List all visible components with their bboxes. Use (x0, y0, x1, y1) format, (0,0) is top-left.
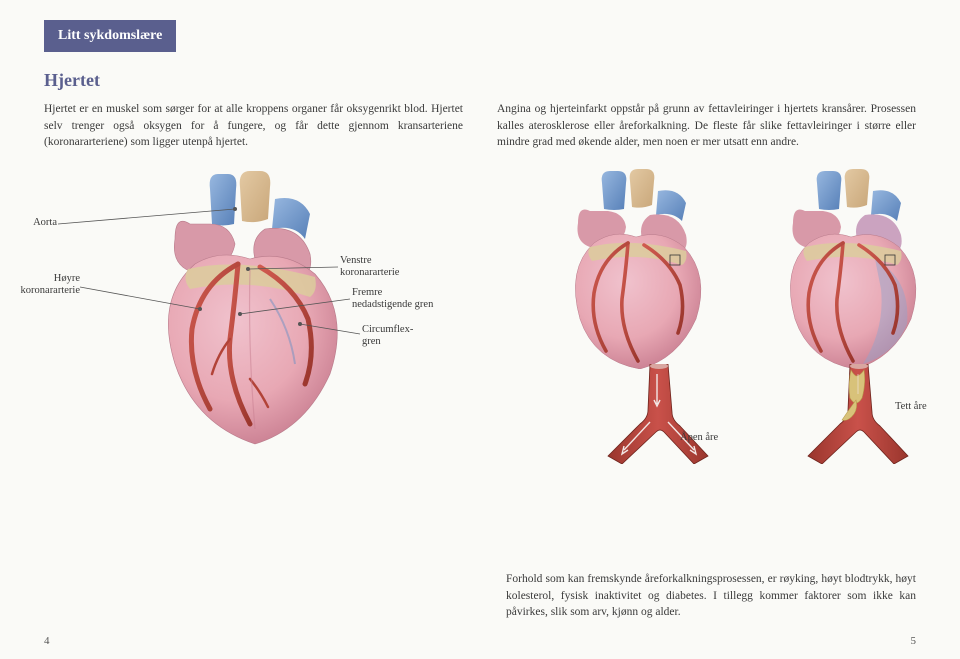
section-badge: Litt sykdomslære (44, 20, 176, 52)
label-fremre-gren: Fremre nedadstigende gren (352, 287, 433, 311)
heart-clogged-artery-diagram (745, 169, 935, 369)
label-hoyre-koronararterie: Høyre koronararterie (0, 273, 80, 297)
clogged-artery-inset (790, 364, 918, 464)
label-tett-are: Tett åre (895, 401, 927, 413)
page-title: Hjertet (44, 70, 960, 91)
label-aorta: Aorta (24, 217, 57, 229)
page-number-right: 5 (911, 635, 917, 647)
bottom-paragraph: Forhold som kan fremskynde åreforkalknin… (506, 571, 916, 621)
label-apen-are: Åpen åre (680, 432, 718, 444)
figure-area: Aorta Høyre koronararterie Venstre koron… (0, 169, 960, 489)
intro-columns: Hjertet er en muskel som sørger for at a… (0, 101, 960, 151)
intro-col-2: Angina og hjerteinfarkt oppstår på grunn… (497, 101, 916, 151)
label-leader-lines (0, 169, 480, 459)
label-venstre-koronararterie: Venstre koronararterie (340, 255, 399, 279)
heart-open-artery-diagram (530, 169, 720, 369)
page-number-left: 4 (44, 635, 50, 647)
intro-col-1: Hjertet er en muskel som sørger for at a… (44, 101, 463, 151)
open-artery-inset (590, 364, 718, 464)
label-circumflex-gren: Circumflex- gren (362, 324, 413, 348)
